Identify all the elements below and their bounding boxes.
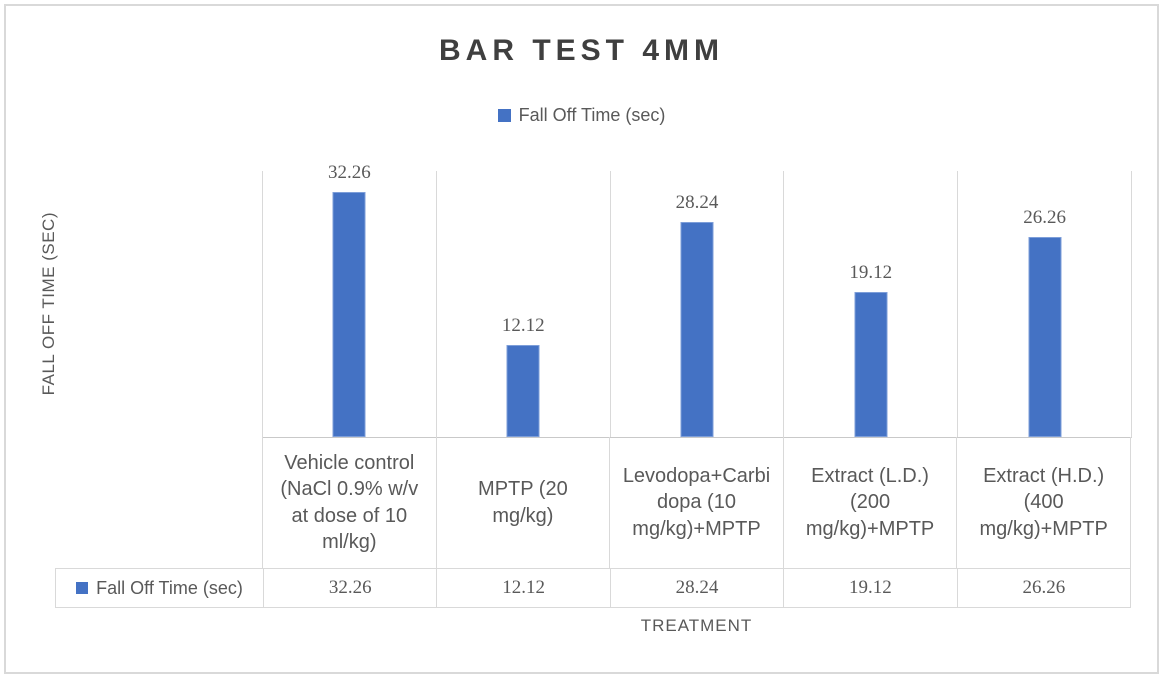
plot-column: 12.12 <box>435 171 610 437</box>
plot-column: 19.12 <box>783 171 957 437</box>
table-value-cell: 12.12 <box>436 569 609 607</box>
bar-value-label: 12.12 <box>501 314 545 336</box>
category-label: Extract (H.D.) (400 mg/kg)+MPTP <box>956 437 1130 568</box>
data-table: Fall Off Time (sec) 32.26 12.12 28.24 19.12… <box>55 568 1131 608</box>
bar-value-label: 28.24 <box>675 192 719 214</box>
bar-value-label: 26.26 <box>1023 207 1066 229</box>
bar-value-label: 19.12 <box>849 261 893 283</box>
legend-label: Fall Off Time (sec) <box>518 105 666 125</box>
category-label: Levodopa+Carbi dopa (10 mg/kg)+MPTP <box>609 437 783 568</box>
plot-area: 32.26 12.12 28.24 19.12 26.26 <box>262 162 1132 438</box>
table-value-cell: 32.26 <box>263 569 436 607</box>
legend-key-icon <box>76 582 89 594</box>
bar <box>854 291 888 437</box>
category-label: Extract (L.D.) (200 mg/kg)+MPTP <box>782 437 957 568</box>
table-value-cell: 28.24 <box>609 569 783 607</box>
category-axis: Vehicle control (NaCl 0.9% w/v at dose o… <box>262 437 1131 568</box>
x-axis-title: TREATMENT <box>640 616 753 635</box>
legend: Fall Off Time (sec) <box>0 105 1163 126</box>
legend-swatch-icon <box>497 109 511 122</box>
y-axis-title: FALL OFF TIME (SEC) <box>39 212 58 396</box>
bar <box>506 344 540 437</box>
chart-title: BAR TEST 4MM <box>439 34 724 67</box>
plot-column: 26.26 <box>957 171 1131 437</box>
bar <box>332 191 366 437</box>
category-label: Vehicle control (NaCl 0.9% w/v at dose o… <box>262 437 436 568</box>
data-table-row-label: Fall Off Time (sec) <box>56 569 263 607</box>
bar-value-label: 32.26 <box>328 161 371 183</box>
bar <box>1028 237 1062 437</box>
category-label: MPTP (20 mg/kg) <box>435 437 610 568</box>
table-value-cell: 26.26 <box>956 569 1130 607</box>
chart-border <box>4 4 1159 674</box>
plot-column: 28.24 <box>609 171 784 437</box>
plot-column: 32.26 <box>262 162 436 437</box>
bar <box>680 222 714 437</box>
table-value-cell: 19.12 <box>783 569 956 607</box>
